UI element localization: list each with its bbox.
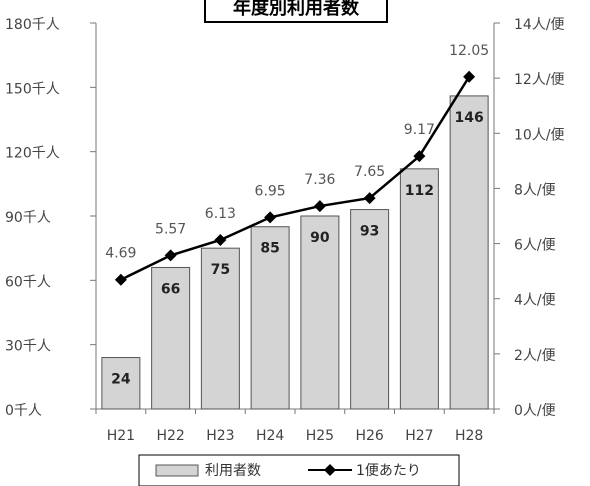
bar [399, 168, 439, 410]
y-left-tick-label: 120千人 [5, 146, 60, 162]
line-value-label: 7.65 [354, 164, 385, 180]
x-tick-label: H23 [206, 428, 234, 444]
bar [200, 247, 240, 410]
x-tick-label: H25 [306, 428, 334, 444]
chart-title: 年度別利用者数 [233, 0, 360, 19]
line-point [164, 249, 177, 262]
bar-value-label: 146 [455, 110, 484, 126]
line-point [463, 70, 476, 83]
bar-value-label: 93 [360, 224, 379, 240]
y-right-tick-label: 12人/便 [514, 72, 565, 88]
line-point [313, 200, 326, 213]
bar-value-label: 85 [260, 241, 279, 257]
line-point [363, 192, 376, 205]
y-left-tick-label: 90千人 [5, 210, 51, 226]
y-right-tick-label: 14人/便 [514, 17, 565, 33]
line-point [413, 150, 426, 163]
line-point [114, 273, 127, 286]
legend-swatch-bars [155, 464, 199, 477]
line-point [214, 233, 227, 246]
bar-value-label: 24 [111, 372, 131, 388]
y-right-tick-label: 6人/便 [514, 238, 556, 254]
line-value-label: 7.36 [304, 172, 335, 188]
bar [101, 357, 141, 410]
chart-title-group: 年度別利用者数 [204, 0, 388, 23]
y-right-tick-label: 2人/便 [514, 348, 556, 364]
legend-swatch-marker [324, 464, 336, 476]
y-left-tick-label: 180千人 [5, 17, 60, 33]
bar-value-label: 66 [161, 281, 180, 297]
y-right-tick-label: 8人/便 [514, 182, 556, 198]
legend-label-bars: 利用者数 [205, 463, 261, 479]
y-left-tick-label: 0千人 [5, 403, 42, 419]
bar [449, 95, 489, 410]
bar-value-label: 75 [211, 262, 230, 278]
y-left-tick-label: 150千人 [5, 81, 60, 97]
bar-value-label: 90 [310, 230, 330, 246]
y-right-tick-label: 4人/便 [514, 293, 556, 309]
x-tick-label: H22 [156, 428, 184, 444]
y-left-tick-label: 60千人 [5, 274, 51, 290]
x-tick-label: H28 [455, 428, 483, 444]
line-value-label: 5.57 [155, 221, 186, 237]
bar-value-label: 112 [405, 183, 434, 199]
line-value-label: 9.17 [404, 122, 435, 138]
bar [250, 226, 290, 410]
line-series [120, 76, 471, 281]
bar [151, 266, 191, 410]
line-point [264, 211, 277, 224]
y-left-tick-label: 30千人 [5, 339, 51, 355]
line-value-label: 12.05 [449, 43, 489, 59]
bar [300, 215, 340, 410]
x-tick-label: H24 [256, 428, 284, 444]
chart-title-box [204, 0, 388, 23]
legend: 利用者数 1便あたり [138, 454, 460, 486]
y-right-tick-label: 10人/便 [514, 127, 565, 143]
x-tick-label: H27 [405, 428, 433, 444]
line-value-label: 6.13 [205, 206, 236, 222]
x-tick-label: H26 [355, 428, 383, 444]
bar [350, 209, 390, 410]
line-value-label: 6.95 [255, 183, 286, 199]
x-tick-label: H21 [107, 428, 135, 444]
line-value-label: 4.69 [105, 246, 136, 262]
legend-label-line: 1便あたり [356, 463, 421, 479]
y-right-tick-label: 0人/便 [514, 403, 556, 419]
plot-area: 0千人 30千人 60千人 90千人 120千人 150千人 180千人 0人/便 2人/便 4人… [5, 17, 565, 444]
